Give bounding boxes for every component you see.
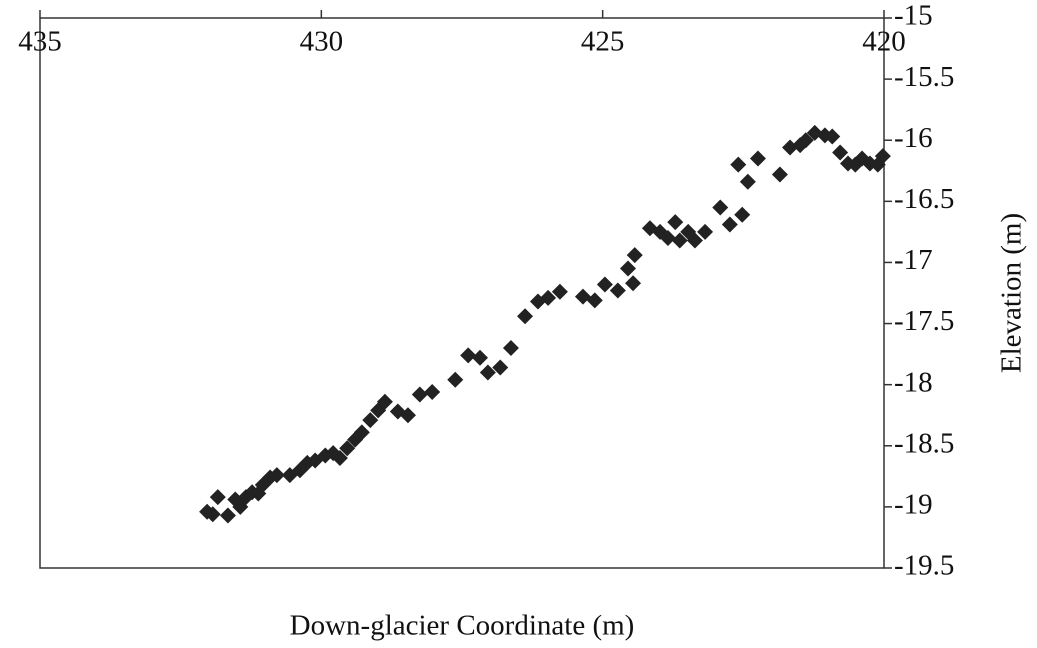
data-point xyxy=(832,144,849,161)
data-point xyxy=(517,308,534,325)
y-tick-label: -16 xyxy=(894,122,933,154)
data-point xyxy=(874,148,891,165)
y-tick-label: -15 xyxy=(894,0,933,32)
data-point xyxy=(749,150,766,167)
data-point xyxy=(209,489,226,506)
data-point xyxy=(619,260,636,277)
data-point xyxy=(540,289,557,306)
data-point xyxy=(721,216,738,233)
data-point xyxy=(362,412,379,429)
data-point xyxy=(472,349,489,366)
data-point xyxy=(424,384,441,400)
x-tick-label: 430 xyxy=(300,26,344,58)
data-point xyxy=(734,206,751,223)
plot-frame xyxy=(39,17,885,569)
data-point xyxy=(411,386,428,403)
data-point xyxy=(730,156,747,173)
y-tick-label: -18 xyxy=(894,366,933,398)
x-tick-label: 425 xyxy=(581,26,625,58)
data-point xyxy=(609,282,626,299)
data-point xyxy=(626,247,643,264)
data-point xyxy=(671,232,688,249)
data-point xyxy=(697,223,714,240)
data-point xyxy=(686,232,703,249)
data-point xyxy=(771,166,788,183)
x-tick-label: 420 xyxy=(862,26,906,58)
y-tick-label: -19 xyxy=(894,489,933,521)
data-point xyxy=(586,292,603,309)
data-point xyxy=(712,199,729,216)
data-point xyxy=(331,450,348,466)
data-point xyxy=(376,393,393,410)
data-point xyxy=(667,214,684,231)
y-tick-label: -17.5 xyxy=(894,305,954,337)
y-tick-label: -19.5 xyxy=(894,550,954,582)
data-point xyxy=(339,440,356,457)
y-axis-label: Elevation (m) xyxy=(996,213,1028,373)
data-point xyxy=(204,506,221,523)
data-point xyxy=(399,407,416,424)
data-point xyxy=(659,230,676,246)
data-point xyxy=(739,173,756,190)
data-point xyxy=(551,283,568,300)
x-axis-label: Down-glacier Coordinate (m) xyxy=(290,610,635,642)
y-tick-label: -15.5 xyxy=(894,61,954,93)
data-point xyxy=(797,132,814,149)
data-point xyxy=(460,347,477,364)
y-tick-label: -18.5 xyxy=(894,427,954,459)
data-point xyxy=(596,276,613,293)
data-point xyxy=(479,364,496,381)
data-point xyxy=(502,340,519,356)
data-point xyxy=(824,128,841,145)
data-point xyxy=(219,507,236,524)
data-point xyxy=(353,424,370,441)
x-tick-label: 435 xyxy=(18,26,62,58)
y-tick-label: -17 xyxy=(894,244,933,276)
data-point xyxy=(268,467,285,484)
data-point xyxy=(447,371,464,388)
data-point xyxy=(574,288,591,305)
data-point xyxy=(625,275,642,292)
data-point xyxy=(492,359,509,376)
y-tick-label: -16.5 xyxy=(894,183,954,215)
